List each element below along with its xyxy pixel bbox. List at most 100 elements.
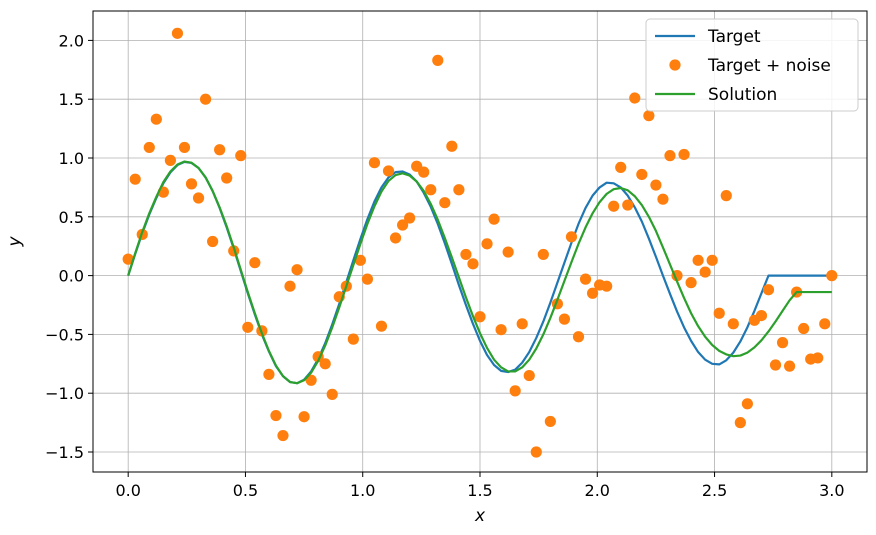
scatter-point xyxy=(375,320,388,332)
scatter-point xyxy=(305,374,317,386)
scatter-point xyxy=(249,257,261,269)
scatter-point xyxy=(812,352,824,364)
scatter-point xyxy=(601,280,613,292)
x-axis-label: x xyxy=(474,506,486,526)
scatter-point xyxy=(129,173,141,185)
x-tick-label: 3.0 xyxy=(819,481,844,500)
x-tick-label: 0.0 xyxy=(115,481,140,500)
scatter-point xyxy=(657,193,669,205)
scatter-point xyxy=(826,270,838,282)
scatter-point xyxy=(263,368,275,380)
legend-label: Solution xyxy=(708,85,777,105)
scatter-point xyxy=(706,254,718,266)
scatter-point xyxy=(122,253,134,265)
scatter-point xyxy=(354,254,366,266)
x-tick-label: 2.5 xyxy=(702,481,727,500)
scatter-point xyxy=(643,110,655,122)
scatter-point xyxy=(650,179,662,191)
y-tick-label: −1.5 xyxy=(45,443,84,462)
scatter-point xyxy=(425,184,437,196)
scatter-point xyxy=(270,409,282,422)
scatter-point xyxy=(769,359,782,371)
scatter-point xyxy=(368,157,381,169)
scatter-point xyxy=(699,266,711,278)
scatter-point xyxy=(150,113,162,125)
scatter-point xyxy=(523,369,535,382)
x-tick-label: 0.5 xyxy=(233,481,258,500)
y-tick-label: 1.5 xyxy=(59,90,84,109)
scatter-point xyxy=(734,417,746,429)
scatter-point xyxy=(544,415,556,428)
scatter-point xyxy=(298,411,310,423)
scatter-point xyxy=(171,27,184,39)
scatter-point xyxy=(502,246,514,258)
legend-swatch xyxy=(669,59,681,71)
scatter-point xyxy=(453,184,465,196)
scatter-point xyxy=(207,235,219,248)
scatter-point xyxy=(713,307,725,319)
series-line-solution xyxy=(127,160,832,385)
scatter-point xyxy=(439,197,451,209)
scatter-point xyxy=(143,141,155,154)
scatter-point xyxy=(178,141,191,154)
scatter-point xyxy=(664,150,676,162)
x-tick-label: 1.5 xyxy=(467,481,492,500)
scatter-point xyxy=(720,190,732,202)
scatter-point xyxy=(776,337,789,349)
y-ticks: −1.5 −1.0 −0.5 0.0 0.5 1.0 1.5 2.0 xyxy=(45,31,93,462)
scatter-point xyxy=(432,54,444,66)
scatter-point xyxy=(741,398,753,410)
legend-label: Target + noise xyxy=(707,56,831,76)
scatter-point xyxy=(291,264,303,276)
scatter-point xyxy=(579,273,592,285)
scatter-point xyxy=(467,258,479,270)
scatter-point xyxy=(636,168,648,181)
scatter-point xyxy=(622,199,634,211)
y-tick-label: 1.0 xyxy=(59,149,84,168)
scatter-point xyxy=(235,150,247,162)
scatter-point xyxy=(199,93,212,105)
y-tick-label: −1.0 xyxy=(45,384,84,403)
series-layer xyxy=(122,27,838,458)
scatter-point xyxy=(586,287,599,299)
scatter-point xyxy=(404,212,416,224)
scatter-point xyxy=(629,92,641,104)
scatter-point xyxy=(185,178,198,190)
scatter-point xyxy=(242,321,254,333)
scatter-point xyxy=(530,446,542,458)
scatter-point xyxy=(277,429,289,442)
scatter-point xyxy=(678,148,690,161)
scatter-point xyxy=(361,273,374,285)
scatter-point xyxy=(397,219,409,231)
scatter-point xyxy=(685,277,697,289)
legend-box xyxy=(645,18,859,112)
scatter-point xyxy=(326,388,338,400)
scatter-point xyxy=(488,213,500,225)
scatter-point xyxy=(164,154,176,166)
scatter-point xyxy=(516,318,528,330)
scatter-point xyxy=(418,166,430,178)
scatter-point xyxy=(565,231,578,243)
scatter-point xyxy=(784,360,796,372)
scatter-point xyxy=(389,232,402,244)
y-tick-label: 0.5 xyxy=(59,208,84,227)
scatter-point xyxy=(615,161,627,174)
scatter-point xyxy=(214,144,226,156)
x-ticks: 0.0 0.5 1.0 1.5 2.0 2.5 3.0 xyxy=(115,472,845,500)
scatter-point xyxy=(319,358,331,370)
scatter-point xyxy=(692,254,704,266)
scatter-point xyxy=(798,322,810,335)
scatter-point xyxy=(558,313,571,325)
y-tick-label: 2.0 xyxy=(59,31,84,50)
scatter-point xyxy=(481,238,493,250)
scatter-point xyxy=(572,331,585,343)
scatter-point xyxy=(284,280,296,292)
legend-label: Target xyxy=(707,27,761,47)
scatter-point xyxy=(608,200,620,212)
scatter-point xyxy=(495,324,507,336)
scatter-point xyxy=(755,309,768,322)
scatter-point xyxy=(347,333,359,345)
scatter-point xyxy=(762,284,775,296)
scatter-point xyxy=(446,140,458,152)
